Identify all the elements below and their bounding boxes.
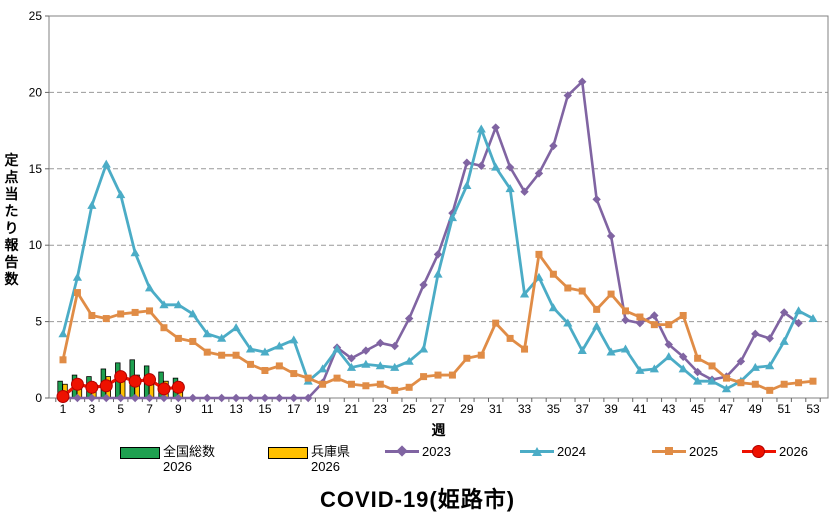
svg-text:5: 5 <box>35 315 42 329</box>
svg-text:35: 35 <box>547 402 561 416</box>
legend-label: 2023 <box>422 444 451 459</box>
legend-item-2026: 2026 <box>742 444 808 459</box>
series-2026 <box>56 370 185 403</box>
svg-text:37: 37 <box>576 402 590 416</box>
svg-text:23: 23 <box>374 402 388 416</box>
gridlines <box>49 91 828 323</box>
x-axis: 1 3 5 7 9 11 13 15 17 19 21 23 25 27 29 31 33 35 37 39 41 43 4… <box>55 398 821 416</box>
svg-text:25: 25 <box>29 9 43 23</box>
svg-text:10: 10 <box>29 238 43 252</box>
plot-border <box>48 15 829 399</box>
svg-text:17: 17 <box>287 402 301 416</box>
legend-label: 2025 <box>689 444 718 459</box>
svg-text:19: 19 <box>316 402 330 416</box>
svg-text:5: 5 <box>117 402 124 416</box>
circle-line-swatch-icon <box>742 444 776 459</box>
legend: 全国総数 2026 兵庫県 2026 2023 2024 <box>0 444 835 482</box>
svg-text:3: 3 <box>89 402 96 416</box>
svg-text:31: 31 <box>489 402 503 416</box>
svg-text:21: 21 <box>345 402 359 416</box>
legend-label: 2024 <box>557 444 586 459</box>
svg-text:1: 1 <box>60 402 67 416</box>
yellow-bar-swatch-icon <box>268 447 308 459</box>
svg-text:25: 25 <box>402 402 416 416</box>
legend-item-hyogo: 兵庫県 2026 <box>268 444 350 474</box>
svg-text:51: 51 <box>777 402 791 416</box>
y-axis: 0 5 10 15 20 25 <box>29 9 49 405</box>
legend-label: 全国総数 <box>163 444 216 459</box>
x-axis-title: 週 <box>431 422 446 438</box>
legend-item-2023: 2023 <box>385 444 451 459</box>
svg-text:0: 0 <box>35 391 42 405</box>
svg-text:11: 11 <box>201 402 214 416</box>
svg-text:43: 43 <box>662 402 676 416</box>
svg-text:27: 27 <box>431 402 445 416</box>
legend-sublabel: 2026 <box>163 459 192 474</box>
legend-label: 兵庫県 <box>311 444 351 459</box>
svg-text:7: 7 <box>146 402 153 416</box>
square-line-swatch-icon <box>652 444 686 459</box>
svg-text:49: 49 <box>749 402 763 416</box>
svg-text:45: 45 <box>691 402 705 416</box>
legend-label: 2026 <box>779 444 808 459</box>
series-2025 <box>59 250 817 394</box>
svg-text:15: 15 <box>258 402 272 416</box>
svg-text:39: 39 <box>604 402 618 416</box>
triangle-line-swatch-icon <box>520 444 554 459</box>
series-2023 <box>58 77 803 403</box>
svg-text:13: 13 <box>229 402 243 416</box>
svg-text:41: 41 <box>633 402 647 416</box>
y-axis-title: 定点当たり報告数 <box>4 152 19 287</box>
svg-text:9: 9 <box>175 402 182 416</box>
legend-sublabel: 2026 <box>311 459 340 474</box>
svg-text:33: 33 <box>518 402 532 416</box>
svg-text:15: 15 <box>29 162 43 176</box>
legend-item-2025: 2025 <box>652 444 718 459</box>
chart-title: COVID-19(姫路市) <box>319 487 516 512</box>
svg-text:29: 29 <box>460 402 474 416</box>
legend-item-2024: 2024 <box>520 444 586 459</box>
svg-text:53: 53 <box>806 402 820 416</box>
green-bar-swatch-icon <box>120 447 160 459</box>
svg-text:20: 20 <box>29 85 43 99</box>
legend-item-national-total: 全国総数 2026 <box>120 444 215 474</box>
diamond-line-swatch-icon <box>385 444 419 459</box>
svg-text:47: 47 <box>720 402 734 416</box>
